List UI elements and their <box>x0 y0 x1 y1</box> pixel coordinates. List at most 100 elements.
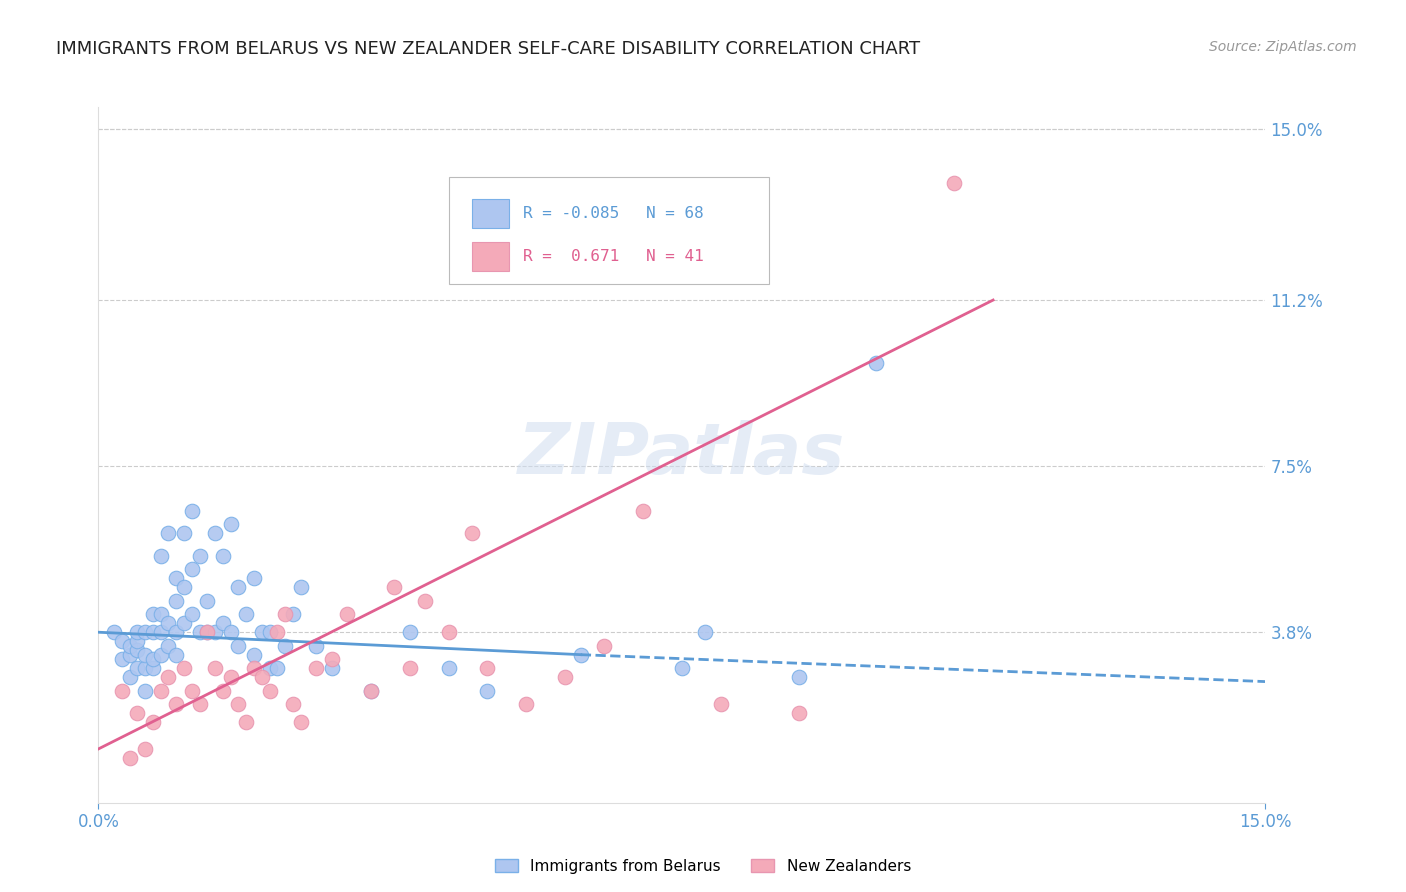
Point <box>180 562 202 576</box>
Point <box>274 639 297 653</box>
Point <box>142 607 165 622</box>
Point <box>943 177 966 191</box>
Point <box>195 625 218 640</box>
Point <box>259 661 281 675</box>
Point <box>134 648 156 662</box>
Point <box>243 571 266 585</box>
Point <box>180 607 202 622</box>
Point <box>710 697 733 711</box>
Point <box>127 661 149 675</box>
Point <box>321 652 343 666</box>
Point <box>142 652 165 666</box>
Point <box>157 639 180 653</box>
Point <box>127 634 149 648</box>
Point <box>157 670 180 684</box>
Point <box>180 504 202 518</box>
Point <box>134 683 156 698</box>
Text: N = 41: N = 41 <box>645 249 703 264</box>
Point <box>195 625 218 640</box>
Point <box>228 697 250 711</box>
Point <box>111 683 134 698</box>
Text: N = 68: N = 68 <box>645 206 703 221</box>
Point <box>593 639 616 653</box>
Point <box>134 625 156 640</box>
Point <box>398 661 420 675</box>
Point <box>281 697 304 711</box>
Text: Source: ZipAtlas.com: Source: ZipAtlas.com <box>1209 40 1357 54</box>
Point <box>290 714 312 729</box>
Point <box>127 643 149 657</box>
Point <box>149 549 172 563</box>
Point <box>235 714 257 729</box>
Point <box>134 742 156 756</box>
Point <box>382 580 405 594</box>
Point <box>165 648 187 662</box>
Point <box>235 607 257 622</box>
Point <box>787 706 810 720</box>
Point <box>695 625 717 640</box>
Point <box>142 625 165 640</box>
Point <box>157 526 180 541</box>
Point <box>259 625 281 640</box>
Point <box>173 580 195 594</box>
Point <box>127 706 149 720</box>
Point <box>142 714 165 729</box>
Point <box>398 625 420 640</box>
Point <box>228 639 250 653</box>
Point <box>360 683 382 698</box>
Point <box>118 670 141 684</box>
Point <box>142 661 165 675</box>
Point <box>290 580 312 594</box>
Point <box>243 661 266 675</box>
Legend: Immigrants from Belarus, New Zealanders: Immigrants from Belarus, New Zealanders <box>489 853 917 880</box>
Point <box>787 670 810 684</box>
Bar <box>472 242 509 271</box>
Point <box>157 616 180 631</box>
Point <box>149 607 172 622</box>
Point <box>180 683 202 698</box>
Point <box>111 634 134 648</box>
Point <box>149 683 172 698</box>
Point <box>173 616 195 631</box>
Point <box>228 580 250 594</box>
Point <box>188 549 211 563</box>
Point <box>204 661 226 675</box>
Point <box>118 639 141 653</box>
Point <box>266 625 288 640</box>
Point <box>865 356 887 370</box>
Point <box>111 652 134 666</box>
Point <box>305 639 328 653</box>
Point <box>274 607 297 622</box>
Point <box>477 661 499 675</box>
Point <box>165 594 187 608</box>
Text: IMMIGRANTS FROM BELARUS VS NEW ZEALANDER SELF-CARE DISABILITY CORRELATION CHART: IMMIGRANTS FROM BELARUS VS NEW ZEALANDER… <box>56 40 921 58</box>
Point <box>336 607 359 622</box>
Point <box>569 648 592 662</box>
Point <box>212 683 235 698</box>
Point <box>103 625 125 640</box>
Point <box>281 607 304 622</box>
Point <box>219 670 242 684</box>
Point <box>149 625 172 640</box>
Point <box>266 661 288 675</box>
Point <box>413 594 436 608</box>
Point <box>188 697 211 711</box>
Point <box>165 625 187 640</box>
Text: ZIPatlas: ZIPatlas <box>519 420 845 490</box>
Point <box>212 616 235 631</box>
Point <box>671 661 693 675</box>
Text: R = -0.085: R = -0.085 <box>523 206 620 221</box>
Point <box>212 549 235 563</box>
Point <box>118 751 141 765</box>
Point <box>321 661 343 675</box>
Point <box>127 625 149 640</box>
Point <box>477 683 499 698</box>
Point <box>149 648 172 662</box>
Text: R =  0.671: R = 0.671 <box>523 249 620 264</box>
Point <box>631 504 654 518</box>
Point <box>243 648 266 662</box>
Bar <box>472 199 509 228</box>
Point <box>219 517 242 532</box>
Point <box>250 670 273 684</box>
Point <box>204 526 226 541</box>
